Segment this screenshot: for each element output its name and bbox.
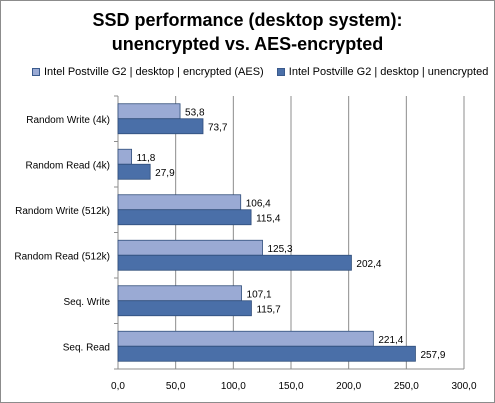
chart-title-line-2: unencrypted vs. AES-encrypted <box>111 34 384 54</box>
legend-swatch-unencrypted <box>276 68 285 77</box>
category-label-2: Random Write (512k) <box>15 206 110 217</box>
category-label-3: Random Read (512k) <box>14 251 110 262</box>
legend: Intel Postville G2 | desktop | encrypted… <box>32 66 495 78</box>
category-label-1: Random Read (4k) <box>26 160 110 171</box>
chart-title-line-1: SSD performance (desktop system): <box>92 10 403 30</box>
bar-encrypted-4 <box>117 285 242 302</box>
data-label-unencrypted-3: 202,4 <box>356 259 381 270</box>
bar-encrypted-5 <box>117 330 374 347</box>
x-tick-label-4: 200,0 <box>336 381 361 392</box>
bar-unencrypted-2 <box>117 209 252 226</box>
bar-encrypted-0 <box>117 103 181 120</box>
data-label-encrypted-3: 125,3 <box>268 244 293 255</box>
bar-encrypted-3 <box>117 239 263 256</box>
data-label-unencrypted-4: 115,7 <box>256 304 281 315</box>
data-label-unencrypted-2: 115,4 <box>256 213 281 224</box>
legend-entry-unencrypted: Intel Postville G2 | desktop | unencrypt… <box>276 66 489 78</box>
bar-unencrypted-0 <box>117 118 204 135</box>
x-tick-label-1: 50,0 <box>166 381 186 392</box>
legend-entry-encrypted: Intel Postville G2 | desktop | encrypted… <box>32 66 264 78</box>
bar-unencrypted-1 <box>117 163 151 180</box>
bar-encrypted-2 <box>117 194 242 211</box>
category-label-4: Seq. Write <box>64 297 111 308</box>
data-label-unencrypted-5: 257,9 <box>420 350 445 361</box>
bar-unencrypted-3 <box>117 254 352 271</box>
data-label-encrypted-2: 106,4 <box>246 198 271 209</box>
bar-encrypted-1 <box>117 148 133 165</box>
category-label-0: Random Write (4k) <box>26 115 110 126</box>
legend-label-unencrypted: Intel Postville G2 | desktop | unencrypt… <box>288 66 489 78</box>
data-label-encrypted-4: 107,1 <box>247 289 272 300</box>
x-tick-label-0: 0,0 <box>111 381 125 392</box>
bar-unencrypted-4 <box>117 300 252 317</box>
data-label-encrypted-5: 221,4 <box>378 335 403 346</box>
data-label-encrypted-0: 53,8 <box>185 107 205 118</box>
legend-label-encrypted: Intel Postville G2 | desktop | encrypted… <box>44 66 264 78</box>
legend-swatch-encrypted <box>32 68 40 77</box>
x-tick-label-5: 250,0 <box>394 381 419 392</box>
data-label-unencrypted-0: 73,7 <box>208 122 228 133</box>
category-label-5: Seq. Read <box>63 342 110 353</box>
data-label-unencrypted-1: 27,9 <box>155 168 175 179</box>
x-tick-label-2: 100,0 <box>221 381 246 392</box>
bar-unencrypted-5 <box>117 345 416 362</box>
data-label-encrypted-1: 11,8 <box>137 153 156 164</box>
x-tick-label-6: 300,0 <box>451 381 476 392</box>
x-tick-label-3: 150,0 <box>278 381 303 392</box>
chart-title: SSD performance (desktop system): unencr… <box>0 8 495 56</box>
